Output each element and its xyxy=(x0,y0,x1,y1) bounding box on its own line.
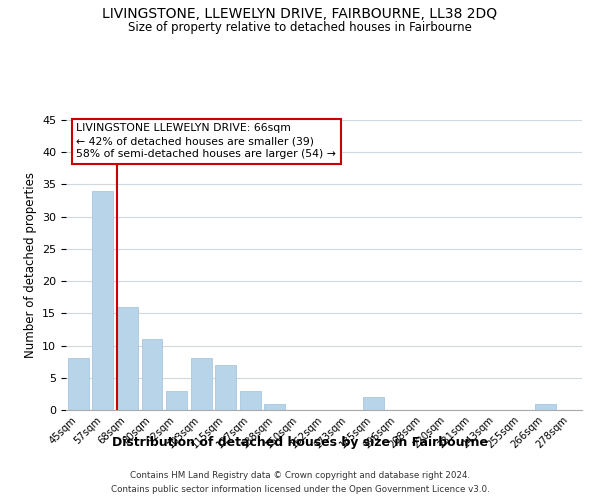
Bar xyxy=(92,191,113,410)
Bar xyxy=(215,365,236,410)
Bar xyxy=(191,358,212,410)
Text: Distribution of detached houses by size in Fairbourne: Distribution of detached houses by size … xyxy=(112,436,488,449)
Bar xyxy=(68,358,89,410)
Bar xyxy=(535,404,556,410)
Text: LIVINGSTONE LLEWELYN DRIVE: 66sqm
← 42% of detached houses are smaller (39)
58% : LIVINGSTONE LLEWELYN DRIVE: 66sqm ← 42% … xyxy=(76,123,336,160)
Text: Size of property relative to detached houses in Fairbourne: Size of property relative to detached ho… xyxy=(128,21,472,34)
Text: Contains public sector information licensed under the Open Government Licence v3: Contains public sector information licen… xyxy=(110,484,490,494)
Text: Contains HM Land Registry data © Crown copyright and database right 2024.: Contains HM Land Registry data © Crown c… xyxy=(130,472,470,480)
Bar xyxy=(142,339,163,410)
Bar xyxy=(362,397,383,410)
Bar xyxy=(265,404,286,410)
Bar xyxy=(240,390,261,410)
Bar xyxy=(117,307,138,410)
Y-axis label: Number of detached properties: Number of detached properties xyxy=(23,172,37,358)
Bar xyxy=(166,390,187,410)
Text: LIVINGSTONE, LLEWELYN DRIVE, FAIRBOURNE, LL38 2DQ: LIVINGSTONE, LLEWELYN DRIVE, FAIRBOURNE,… xyxy=(103,8,497,22)
